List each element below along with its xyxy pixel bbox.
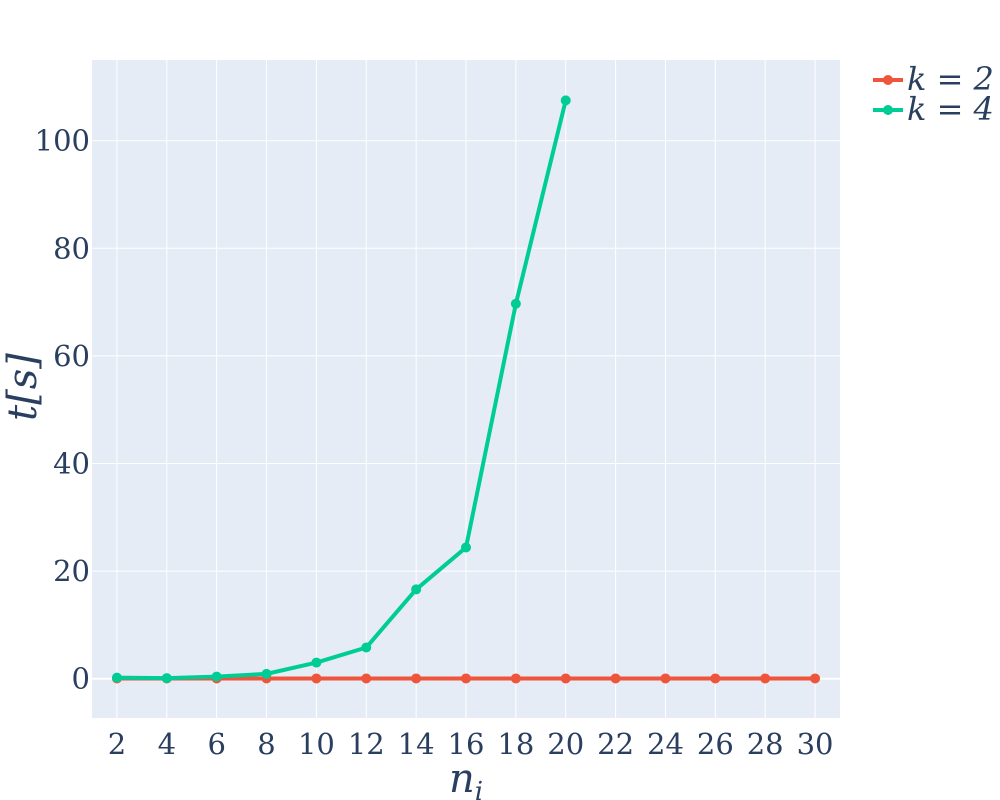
data-point[interactable] <box>211 671 222 682</box>
y-tick-label: 60 <box>53 339 90 373</box>
series-line <box>114 98 568 681</box>
data-point[interactable] <box>760 673 771 684</box>
data-point[interactable] <box>610 673 621 684</box>
axis-titles: ni t[s] <box>0 353 483 800</box>
x-tick-label: 6 <box>207 727 225 761</box>
x-tick-label: 22 <box>597 727 634 761</box>
y-tick-labels: 0 20 40 60 80 100 <box>35 124 90 696</box>
y-tick-label: 0 <box>72 662 90 696</box>
x-tick-label: 24 <box>647 727 684 761</box>
data-point[interactable] <box>411 584 422 595</box>
x-tick-label: 28 <box>747 727 784 761</box>
data-point[interactable] <box>510 298 521 309</box>
legend-label: k = 2 <box>907 60 994 98</box>
x-tick-labels: 2 4 6 8 10 12 14 16 18 20 22 24 26 28 30 <box>108 727 834 761</box>
data-point[interactable] <box>361 673 372 684</box>
y-tick-label: 100 <box>35 124 90 158</box>
x-tick-label: 2 <box>108 727 126 761</box>
x-axis-title: ni <box>449 756 483 800</box>
data-point[interactable] <box>111 672 122 683</box>
data-point[interactable] <box>361 642 372 653</box>
data-point[interactable] <box>411 673 422 684</box>
x-tick-label: 8 <box>257 727 275 761</box>
data-point[interactable] <box>311 673 322 684</box>
data-point[interactable] <box>461 542 471 553</box>
data-point[interactable] <box>560 95 571 106</box>
y-tick-label: 80 <box>53 231 90 265</box>
legend-swatch-marker <box>883 75 893 85</box>
x-tick-label: 26 <box>697 727 734 761</box>
data-point[interactable] <box>560 673 571 684</box>
x-tick-label: 30 <box>797 727 834 761</box>
y-tick-label: 40 <box>53 447 90 481</box>
legend-item[interactable]: k = 4 <box>873 90 994 128</box>
data-point[interactable] <box>710 673 721 684</box>
data-point[interactable] <box>461 673 471 684</box>
data-point[interactable] <box>311 657 322 668</box>
data-point[interactable] <box>660 673 671 684</box>
x-tick-label: 20 <box>547 727 584 761</box>
x-tick-label: 18 <box>497 727 534 761</box>
x-tick-label: 10 <box>298 727 335 761</box>
data-point[interactable] <box>161 673 172 684</box>
y-axis-title: t[s] <box>0 353 46 421</box>
legend-swatch-marker <box>883 105 893 115</box>
data-point[interactable] <box>261 668 272 679</box>
series-layer <box>111 95 821 684</box>
legend[interactable]: k = 2k = 4 <box>873 60 994 128</box>
legend-item[interactable]: k = 2 <box>873 60 994 98</box>
y-tick-label: 20 <box>53 554 90 588</box>
data-point[interactable] <box>510 673 521 684</box>
x-gridlines <box>116 60 816 718</box>
data-point[interactable] <box>810 673 821 684</box>
x-tick-label: 12 <box>348 727 385 761</box>
series-2 <box>111 95 571 684</box>
x-tick-label: 4 <box>158 727 176 761</box>
legend-label: k = 4 <box>907 90 994 128</box>
x-tick-label: 16 <box>448 727 485 761</box>
x-tick-label: 14 <box>398 727 435 761</box>
